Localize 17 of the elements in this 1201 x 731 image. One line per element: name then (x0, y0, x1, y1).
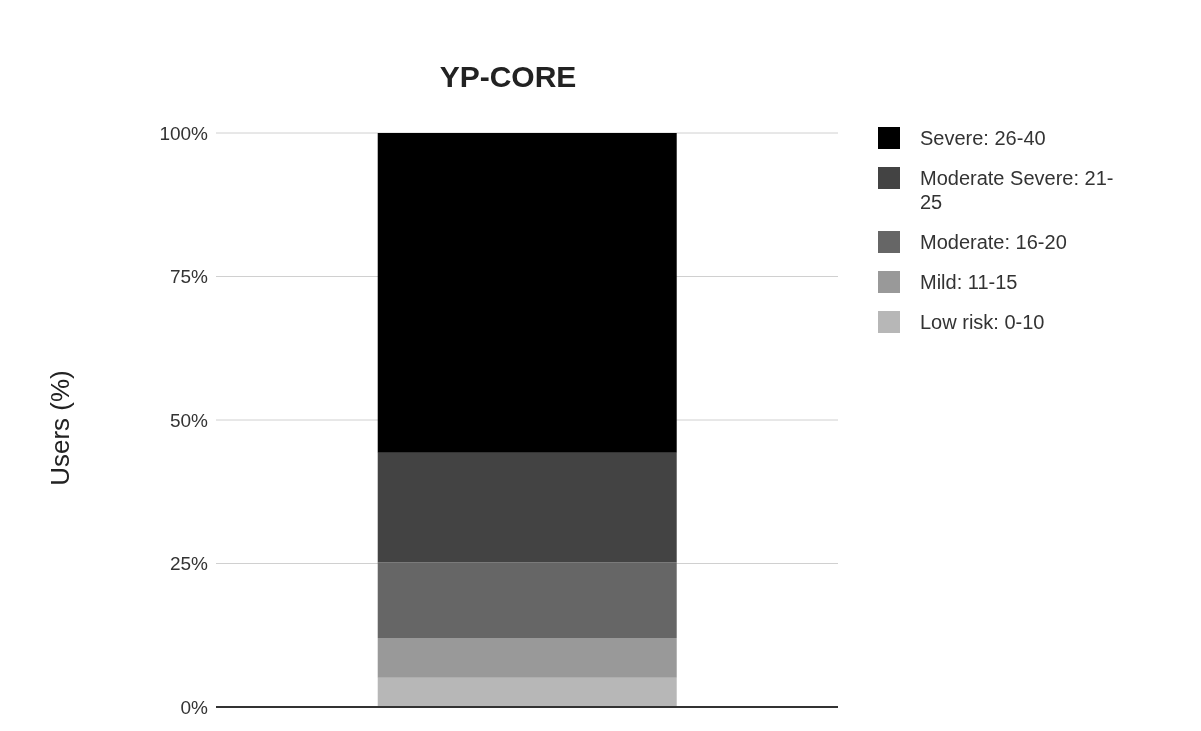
bar (377, 562, 677, 639)
y-tick-label: 25% (169, 553, 209, 575)
y-axis-title: Users (%) (44, 370, 76, 486)
bar (377, 677, 677, 707)
y-tick-label: 0% (180, 696, 209, 718)
bar (377, 452, 677, 563)
bar (377, 638, 677, 678)
y-tick-label: 50% (169, 409, 209, 431)
legend-label: Moderate Severe: 21-25 (920, 166, 1115, 214)
y-tick-label: 100% (159, 122, 209, 144)
legend-label: Mild: 11-15 (920, 270, 1018, 294)
legend-label: Moderate: 16-20 (920, 230, 1067, 254)
legend-label: Severe: 26-40 (920, 126, 1046, 150)
legend-label: Low risk: 0-10 (920, 310, 1045, 334)
chart-title: YP-CORE (438, 60, 578, 94)
bar (377, 133, 677, 453)
y-tick-label: 75% (169, 266, 209, 288)
